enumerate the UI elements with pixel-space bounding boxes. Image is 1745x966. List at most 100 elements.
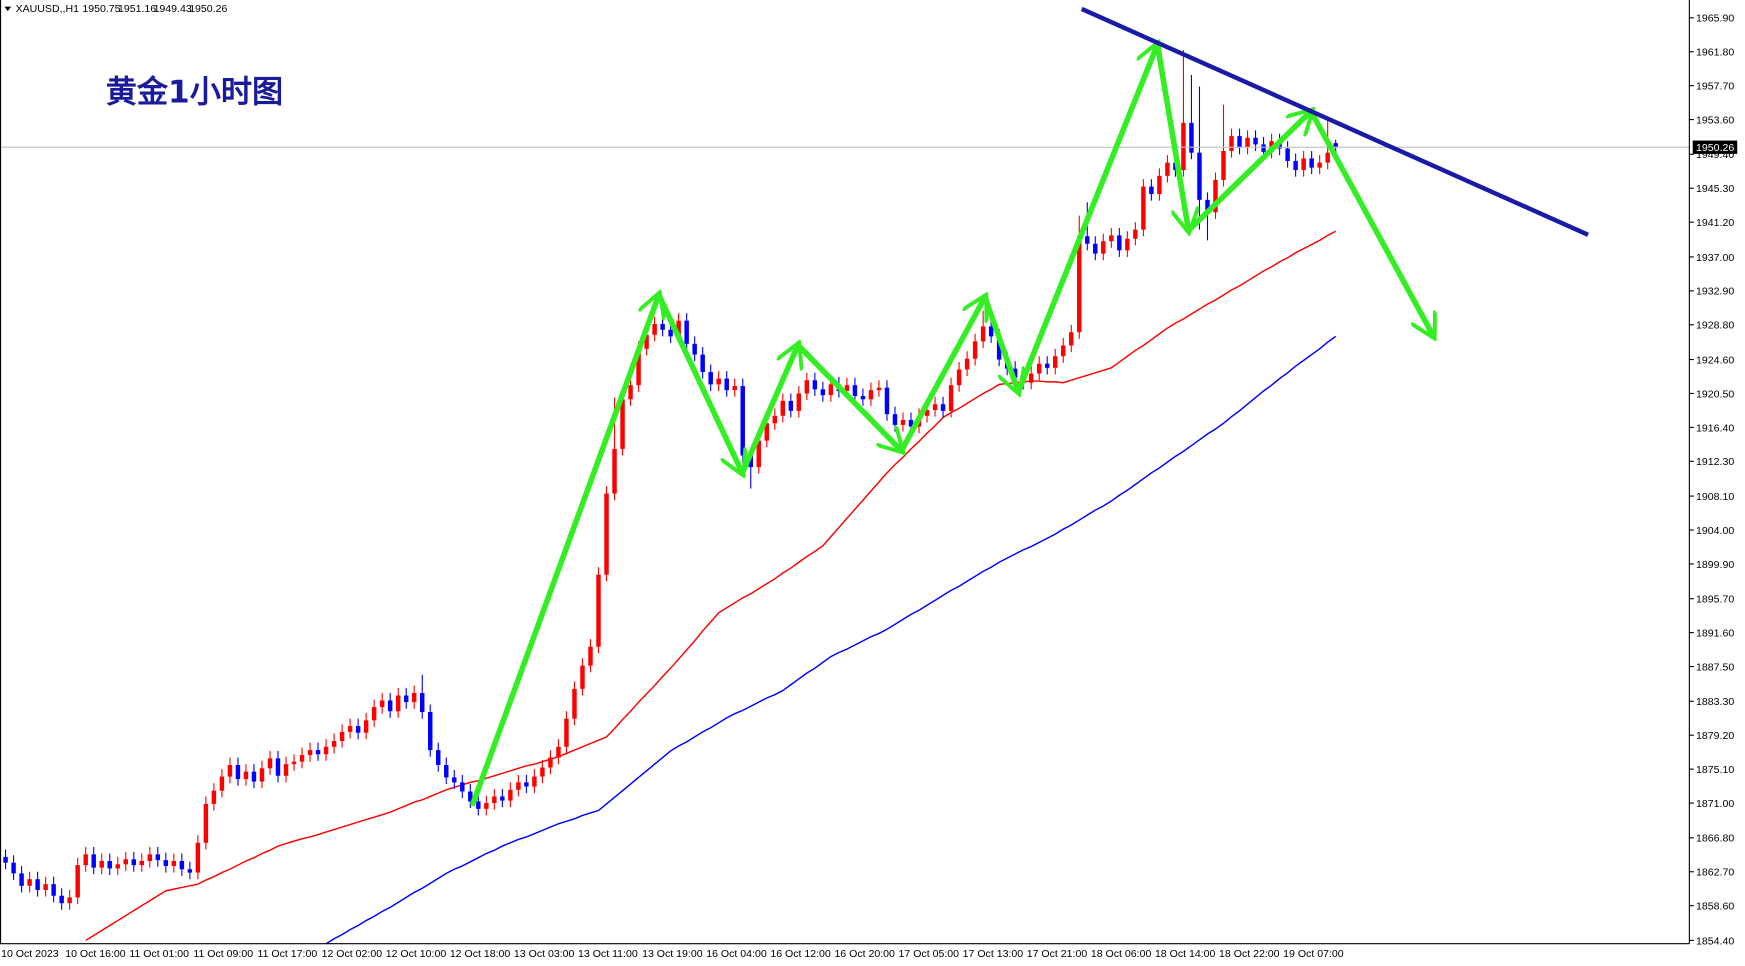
candle-body xyxy=(652,323,657,335)
x-tick-label: 17 Oct 21:00 xyxy=(1027,948,1088,960)
y-tick-label: 1941.20 xyxy=(1696,217,1734,229)
price-tag-layer: 1950.26 xyxy=(1692,140,1738,154)
candle-body xyxy=(283,764,289,776)
candle-body xyxy=(476,801,481,809)
candle-body xyxy=(524,782,529,787)
arrow xyxy=(1015,45,1157,395)
candle-body xyxy=(468,791,473,802)
candle-body xyxy=(852,385,858,396)
y-tick-label: 1961.80 xyxy=(1696,47,1734,59)
y-tick-label: 1932.90 xyxy=(1696,286,1734,298)
candle-body xyxy=(1317,162,1322,168)
candle-body xyxy=(716,378,721,385)
y-tick-label: 1887.50 xyxy=(1696,661,1734,673)
y-tick-label: 1937.00 xyxy=(1696,252,1734,264)
y-tick-label: 1862.70 xyxy=(1696,867,1734,879)
candle-body xyxy=(884,387,890,415)
candle-body xyxy=(1285,148,1290,161)
candle-body xyxy=(996,336,1002,360)
candle-body xyxy=(828,384,834,396)
candle-body xyxy=(452,777,457,783)
chart-title: 黄金1小时图 xyxy=(106,74,283,110)
candle-body xyxy=(740,386,745,456)
y-tick-label: 1916.40 xyxy=(1696,422,1734,434)
candle-body xyxy=(748,455,753,468)
header-symbol: XAUUSD,,H1 xyxy=(16,3,80,15)
candle-body xyxy=(532,776,537,787)
candle-body xyxy=(139,860,145,866)
candle-body xyxy=(900,419,906,425)
arrow xyxy=(470,295,659,807)
y-tick-label: 1965.90 xyxy=(1696,13,1734,25)
candle-body xyxy=(195,842,201,873)
candle-body xyxy=(444,765,449,778)
candle-body xyxy=(1028,373,1034,383)
y-tick-label: 1854.40 xyxy=(1696,935,1734,947)
candle-body xyxy=(964,358,970,370)
candle-body xyxy=(115,864,120,869)
candle-body xyxy=(988,326,994,337)
candle-body xyxy=(796,393,802,411)
x-tick-label: 12 Oct 02:00 xyxy=(322,948,383,960)
y-tick-label: 1891.60 xyxy=(1696,628,1734,640)
header: XAUUSD,,H1 1950.75 1951.16 1949.43 1950.… xyxy=(4,3,227,15)
candle-body xyxy=(892,414,898,425)
candle-body xyxy=(1205,199,1210,213)
candle-body xyxy=(123,859,128,865)
candle-body xyxy=(35,879,40,890)
candle-body xyxy=(339,731,345,742)
candle-body xyxy=(1293,160,1298,171)
y-tick-label: 1912.30 xyxy=(1696,456,1734,468)
candle-body xyxy=(203,803,209,843)
candle-body xyxy=(1061,345,1066,357)
x-tick-label: 18 Oct 14:00 xyxy=(1155,948,1216,960)
candle-body xyxy=(131,859,136,866)
header-open: 1950.75 xyxy=(82,3,120,15)
arrow xyxy=(1185,111,1311,234)
candle-body xyxy=(1036,363,1042,374)
candle-body xyxy=(732,386,737,391)
moving-average-line xyxy=(325,335,1337,945)
x-tick-label: 17 Oct 13:00 xyxy=(963,948,1024,960)
candle-body xyxy=(756,440,761,468)
candle-body xyxy=(700,354,705,372)
candle-body xyxy=(219,776,225,791)
candle-body xyxy=(211,790,217,804)
y-tick-label: 1957.70 xyxy=(1696,81,1734,93)
candle-body xyxy=(67,897,72,904)
candle-body xyxy=(259,768,265,782)
arrow xyxy=(795,342,901,451)
candle-body xyxy=(580,665,585,689)
candle-body xyxy=(411,693,417,703)
candle-body xyxy=(187,869,193,873)
candle-body xyxy=(1077,236,1082,333)
candle-body xyxy=(620,399,625,449)
candle-body xyxy=(684,320,689,344)
x-tick-label: 12 Oct 10:00 xyxy=(386,948,447,960)
candle-body xyxy=(1301,158,1306,171)
candle-body xyxy=(1149,186,1154,195)
candle-body xyxy=(75,865,80,898)
y-tick-label: 1866.80 xyxy=(1696,833,1734,845)
candle-body xyxy=(540,767,545,777)
candle-body xyxy=(1133,229,1138,239)
candle-body xyxy=(844,385,850,391)
y-tick-label: 1883.30 xyxy=(1696,696,1734,708)
y-tick-label: 1924.60 xyxy=(1696,354,1734,366)
candle-body xyxy=(403,695,409,703)
candle-body xyxy=(1309,158,1314,168)
candle-body xyxy=(972,341,978,359)
candle-body xyxy=(636,348,641,386)
y-tick-label: 1908.10 xyxy=(1696,491,1734,503)
candle-body xyxy=(299,755,305,762)
candle-body xyxy=(51,884,56,896)
candle-body xyxy=(436,750,441,766)
annotation-arrows xyxy=(470,45,1433,807)
arrow xyxy=(1308,108,1433,336)
candle-body xyxy=(940,404,946,411)
y-tick-label: 1928.80 xyxy=(1696,320,1734,332)
candle-body xyxy=(363,720,369,733)
candle-body xyxy=(1125,238,1130,251)
